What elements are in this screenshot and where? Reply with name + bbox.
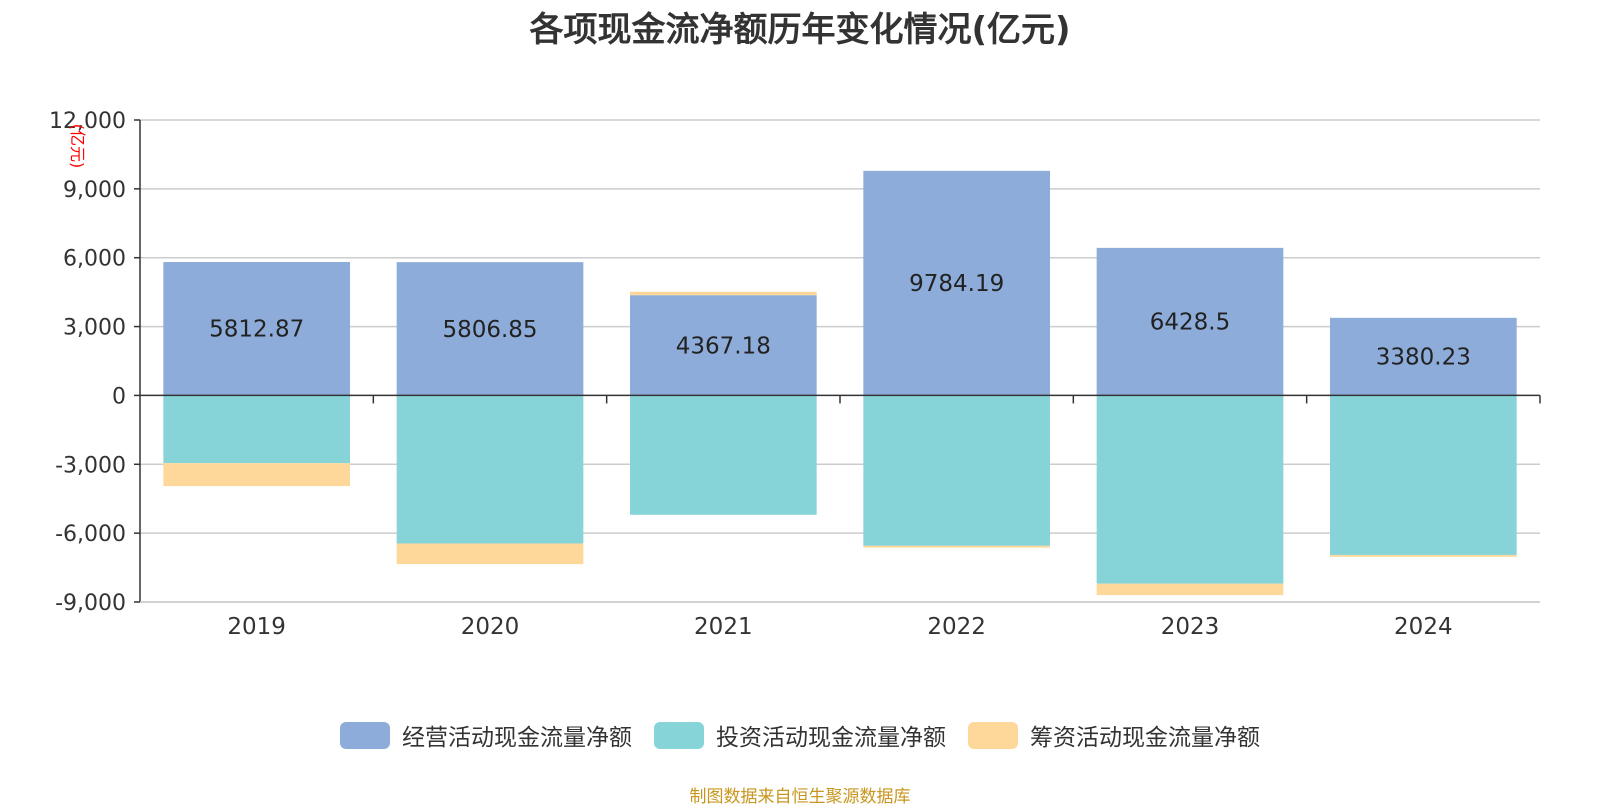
data-label: 5812.87 bbox=[209, 317, 304, 343]
legend-swatch bbox=[340, 721, 390, 749]
x-tick-label: 2019 bbox=[227, 614, 286, 640]
legend-label: 经营活动现金流量净额 bbox=[402, 725, 632, 751]
bar-operating-2021 bbox=[630, 295, 817, 396]
bar-investing-2021 bbox=[630, 395, 817, 515]
axes: 12,000 9,000 6,000 3,000 0 -3,000 -6,000 -9,000… bbox=[49, 109, 1541, 640]
bar-investing-2023 bbox=[1096, 395, 1284, 584]
legend-item[interactable]: 筹资活动现金流量净额 bbox=[968, 718, 1260, 752]
x-tick-label: 2022 bbox=[927, 614, 986, 640]
y-tick-label: -6,000 bbox=[55, 522, 126, 547]
chart-title: 各项现金流净额历年变化情况(亿元) bbox=[529, 10, 1071, 50]
x-tick-label: 2020 bbox=[461, 614, 520, 640]
bar-financing-2019 bbox=[163, 463, 350, 487]
legend-label: 筹资活动现金流量净额 bbox=[1030, 725, 1260, 751]
y-tick-label: -9,000 bbox=[55, 591, 126, 616]
legend-item[interactable]: 经营活动现金流量净额 bbox=[340, 718, 632, 752]
y-tick-label: 12,000 bbox=[49, 109, 126, 134]
x-tick-label: 2023 bbox=[1161, 614, 1220, 640]
data-label: 3380.23 bbox=[1376, 345, 1471, 371]
bar-investing-2022 bbox=[863, 395, 1050, 546]
y-tick-label: -3,000 bbox=[55, 453, 126, 478]
data-label: 6428.5 bbox=[1150, 310, 1230, 336]
bar-financing-2020 bbox=[396, 543, 584, 565]
bar-operating-2020 bbox=[396, 262, 584, 396]
bar-financing-2024 bbox=[1330, 554, 1517, 557]
bar-operating-2023 bbox=[1096, 247, 1284, 396]
bar-financing-2021 bbox=[630, 291, 817, 296]
data-label: 5806.85 bbox=[442, 317, 537, 343]
x-tick-label: 2021 bbox=[694, 614, 753, 640]
y-tick-label: 3,000 bbox=[63, 316, 126, 341]
bar-investing-2020 bbox=[396, 395, 584, 544]
legend-label: 投资活动现金流量净额 bbox=[716, 725, 946, 751]
bar-investing-2019 bbox=[163, 395, 350, 464]
y-tick-label: 0 bbox=[112, 384, 126, 409]
y-tick-label: 9,000 bbox=[63, 178, 126, 203]
bar-financing-2022 bbox=[863, 545, 1050, 548]
legend-swatch bbox=[968, 721, 1018, 749]
bar-chart: 12,000 9,000 6,000 3,000 0 -3,000 -6,000 -9,000… bbox=[49, 109, 1541, 640]
data-label: 4367.18 bbox=[676, 333, 771, 359]
y-tick-label: 6,000 bbox=[63, 247, 126, 272]
x-tick-label: 2024 bbox=[1394, 614, 1453, 640]
bars-group bbox=[163, 170, 1517, 596]
source-note: 制图数据来自恒生聚源数据库 bbox=[689, 787, 911, 807]
data-labels: 5812.87 5806.85 4367.18 9784.19 6428.5 3380.2… bbox=[209, 271, 1471, 370]
legend-swatch bbox=[654, 721, 704, 749]
data-label: 9784.19 bbox=[909, 271, 1004, 297]
bar-investing-2024 bbox=[1330, 395, 1517, 555]
legend-item[interactable]: 投资活动现金流量净额 bbox=[654, 718, 946, 752]
legend: 经营活动现金流量净额 投资活动现金流量净额 筹资活动现金流量净额 bbox=[0, 718, 1600, 752]
bar-operating-2024 bbox=[1330, 317, 1517, 396]
bar-financing-2023 bbox=[1096, 583, 1284, 596]
bar-operating-2019 bbox=[163, 262, 350, 396]
y-axis-label: (亿元) bbox=[68, 124, 87, 169]
bar-operating-2022 bbox=[863, 170, 1050, 396]
